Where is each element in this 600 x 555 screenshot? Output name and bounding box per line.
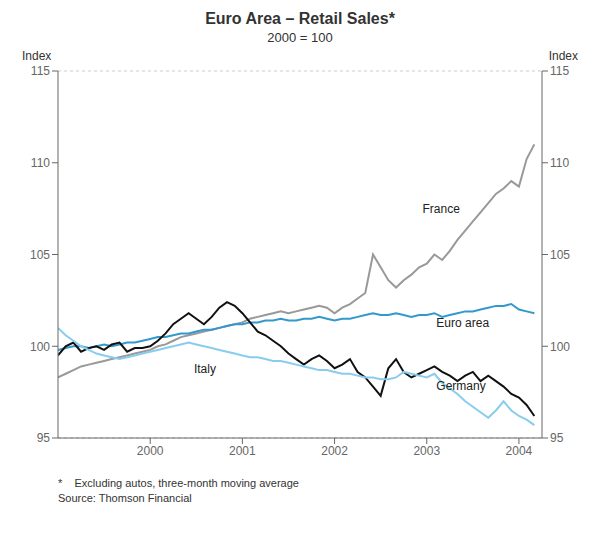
svg-text:France: France [423,202,461,216]
svg-text:Germany: Germany [436,379,485,393]
svg-text:2003: 2003 [413,444,440,458]
svg-text:Italy: Italy [194,362,216,376]
svg-text:95: 95 [37,431,51,445]
svg-text:95: 95 [550,431,564,445]
svg-text:110: 110 [31,156,50,170]
html-text:Euro Area – Retail Sales*: Euro Area – Retail Sales* [205,10,395,27]
html-text:2000 = 100: 2000 = 100 [267,30,333,45]
html-text:Source: Thomson Financial: Source: Thomson Financial [58,492,192,504]
svg-text:2000: 2000 [137,444,164,458]
html-text:Index: Index [548,49,578,63]
svg-text:105: 105 [550,248,570,262]
svg-text:100: 100 [550,340,570,354]
svg-text:2002: 2002 [321,444,348,458]
html-text:* Excluding autos, three-month: * Excluding autos, three-month moving av… [58,477,299,489]
svg-text:2001: 2001 [229,444,256,458]
svg-text:115: 115 [550,64,569,78]
svg-text:105: 105 [30,248,50,262]
svg-text:100: 100 [30,340,50,354]
svg-text:2004: 2004 [506,444,533,458]
html-text:Index: Index [22,49,52,63]
svg-text:Euro area: Euro area [436,316,489,330]
svg-text:115: 115 [31,64,50,78]
svg-text:110: 110 [550,156,569,170]
